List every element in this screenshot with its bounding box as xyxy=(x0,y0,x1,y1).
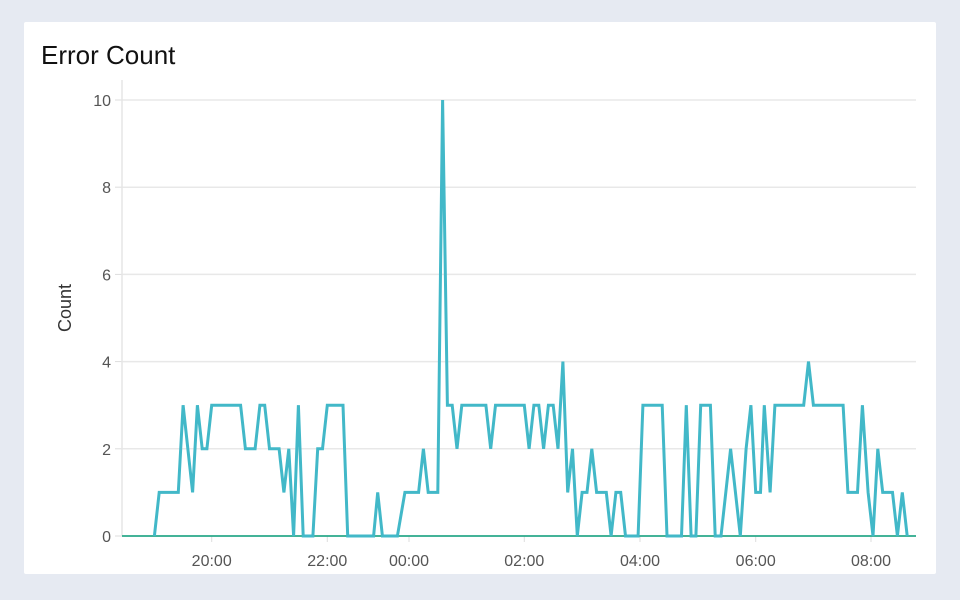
y-tick-label: 10 xyxy=(93,93,111,110)
y-axis-label: Count xyxy=(55,284,75,332)
chart-card: Error Count xyxy=(24,22,936,574)
y-tick-label: 4 xyxy=(102,355,111,372)
y-tick-label: 0 xyxy=(102,529,111,546)
x-tick-label: 04:00 xyxy=(620,553,660,570)
error-count-series-line xyxy=(152,99,909,538)
x-tick-label: 20:00 xyxy=(192,553,232,570)
y-tick-label: 6 xyxy=(102,267,111,284)
y-tick-label: 8 xyxy=(102,180,111,197)
chart-title: Error Count xyxy=(41,40,176,70)
y-tick-label: 2 xyxy=(102,442,111,459)
x-tick-label: 06:00 xyxy=(736,553,776,570)
x-tick-label: 22:00 xyxy=(307,553,347,570)
x-tick-label: 00:00 xyxy=(389,553,429,570)
x-tick-label: 08:00 xyxy=(851,553,891,570)
x-tick-label: 02:00 xyxy=(504,553,544,570)
